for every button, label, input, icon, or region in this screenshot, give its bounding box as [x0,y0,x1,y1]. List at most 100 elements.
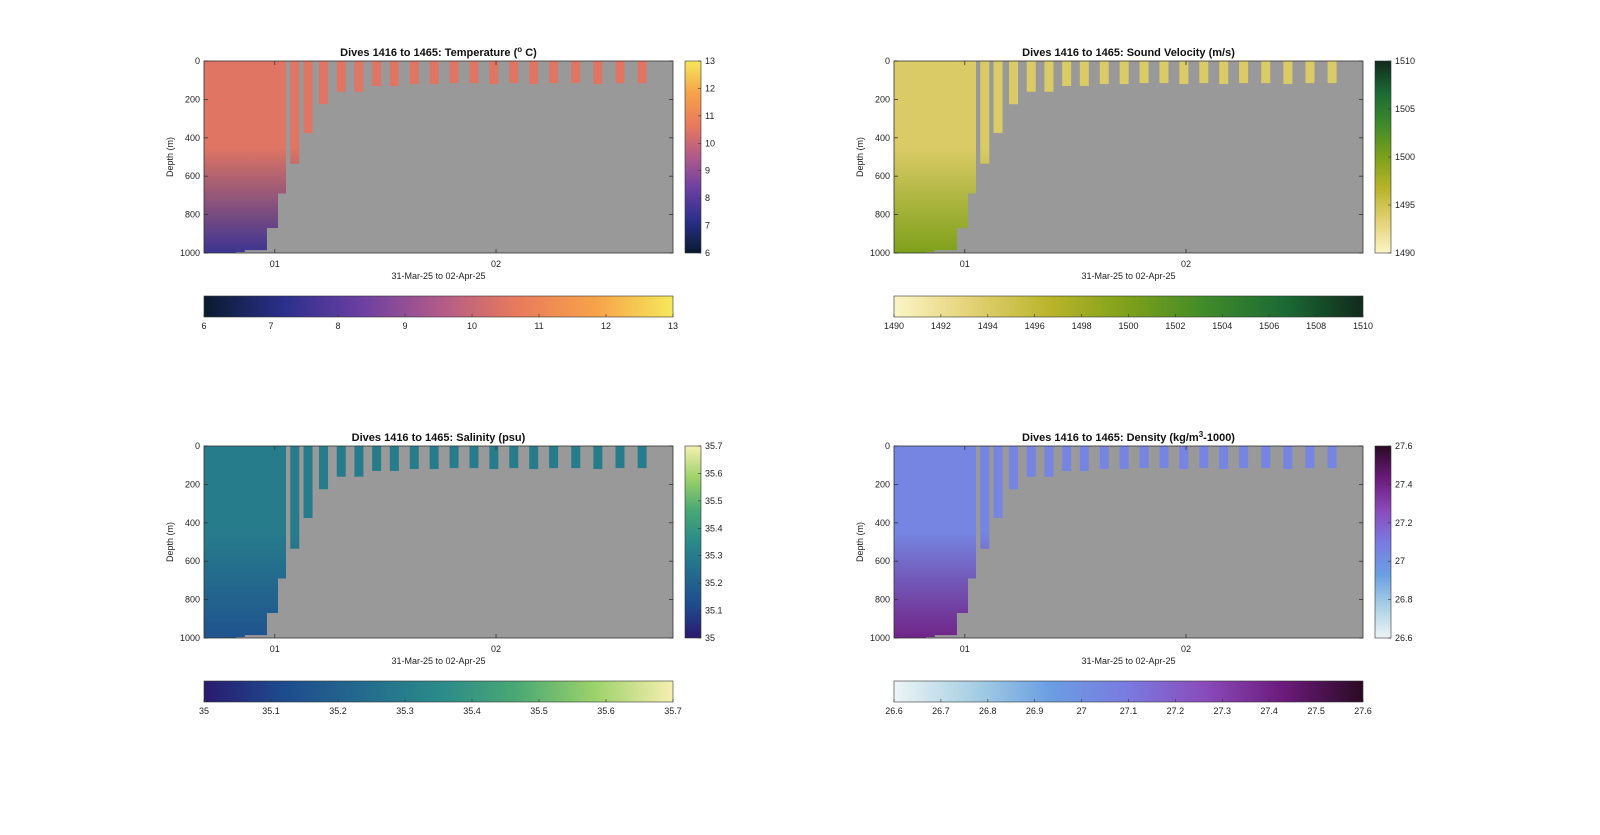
dive-profile-bar [1327,446,1337,469]
colorbar-vertical-label: 35.3 [705,551,723,561]
dive-profile-bar [429,446,439,470]
colorbar-vertical-label: 7 [705,221,710,231]
colorbar-vertical-label: 1500 [1395,152,1415,162]
dive-profile-bar [336,61,346,92]
dive-profile-bar [243,446,256,636]
dive-profile-bar [993,61,1003,133]
dive-profile-bar [469,61,479,84]
chart-title: Dives 1416 to 1465: Temperature (o C) [340,45,537,59]
dive-profile-bar [509,61,519,84]
colorbar-horizontal-label: 1504 [1212,321,1232,331]
dive-profile-bar [1099,446,1109,470]
dive-profile-bar [1239,61,1249,84]
dive-profile-bar [967,446,977,579]
colorbar-horizontal-label: 1496 [1025,321,1045,331]
y-axis-label: Depth (m) [855,522,865,562]
y-axis-label: Depth (m) [855,137,865,177]
colorbar-vertical-label: 35.7 [705,441,723,451]
colorbar-horizontal [893,680,1364,703]
dive-profile-bar [243,61,256,251]
colorbar-vertical-label: 11 [705,111,714,121]
dive-profile-bar [615,446,625,469]
y-tick-label: 200 [875,479,890,489]
dive-profile-bar [319,61,329,105]
y-tick-label: 800 [185,595,200,605]
colorbar-vertical-label: 9 [705,166,710,176]
dive-profile-bar [967,61,977,194]
dive-profile-bar [980,446,990,549]
dive-profile-bar [933,61,946,251]
dive-profile-bar [1079,446,1089,471]
dive-profile-bar [1119,446,1129,470]
y-tick-label: 200 [185,479,200,489]
dive-profile-bar [1179,446,1189,470]
colorbar-horizontal-label: 1498 [1072,321,1092,331]
y-axis-label: Depth (m) [165,522,175,562]
dive-profile-bar [409,446,419,470]
axes-frame [893,60,1364,254]
dive-profile-bar [1283,61,1293,85]
dive-profile-bar [1139,446,1149,469]
chart-panel-density: Dives 1416 to 1465: Density (kg/m3-1000)… [855,430,1413,716]
colorbar-horizontal-label: 1490 [884,321,904,331]
dive-profile-bar [993,446,1003,518]
dive-profile-bar [1199,446,1209,469]
x-axis-label: 31-Mar-25 to 02-Apr-25 [1081,656,1175,666]
dive-profile-bar [549,446,559,469]
dive-profile-bar [1062,446,1072,471]
dive-profile-bar [1079,61,1089,86]
dive-profile-bar [489,61,499,85]
y-tick-label: 800 [185,210,200,220]
y-tick-label: 1000 [870,248,890,258]
dive-profile-bar [204,61,236,253]
dive-profile-bar [944,61,957,251]
y-tick-label: 400 [185,133,200,143]
colorbar-horizontal-label: 26.8 [979,706,997,716]
chart-panel-sound-velocity: Dives 1416 to 1465: Sound Velocity (m/s)… [855,47,1415,331]
colorbar-horizontal-label: 1508 [1306,321,1326,331]
dive-profile-bar [571,446,581,469]
colorbar-horizontal-label: 35.7 [664,706,682,716]
colorbar-vertical-label: 35 [705,633,715,643]
colorbar-horizontal-label: 26.7 [932,706,950,716]
dive-profile-bar [265,446,279,614]
colorbar-vertical-label: 13 [705,56,715,66]
colorbar-horizontal-label: 13 [668,321,678,331]
dive-profile-bar [429,61,439,85]
y-tick-label: 600 [185,556,200,566]
colorbar-vertical-label: 35.1 [705,606,723,616]
colorbar-horizontal-label: 27.5 [1307,706,1325,716]
dive-profile-bar [354,446,364,477]
x-tick-label: 01 [960,644,970,654]
dive-profile-bar [615,61,625,84]
colorbar-horizontal-label: 9 [402,321,407,331]
dive-profile-bar [1009,446,1019,490]
dive-profile-bar [1044,61,1054,92]
y-tick-label: 400 [185,518,200,528]
dive-profile-bar [372,61,382,86]
dive-profile-bar [1199,61,1209,84]
colorbar-vertical-label: 12 [705,83,715,93]
dive-profile-bar [1159,61,1169,84]
colorbar-horizontal-label: 10 [467,321,477,331]
dive-profile-bar [277,446,287,579]
y-tick-label: 600 [875,171,890,181]
colorbar-horizontal-label: 27.4 [1260,706,1278,716]
dive-profile-bar [1219,446,1229,470]
colorbar-vertical-label: 27 [1395,556,1405,566]
colorbar-vertical-label: 26.6 [1395,633,1413,643]
dive-profile-bar [1219,61,1229,85]
dive-profile-bar [1044,446,1054,477]
colorbar-vertical-label: 27.4 [1395,479,1413,489]
colorbar-horizontal-label: 35.5 [530,706,548,716]
dive-profile-bar [290,61,300,164]
y-tick-label: 800 [875,210,890,220]
colorbar-vertical-label: 8 [705,193,710,203]
colorbar-horizontal-label: 7 [268,321,273,331]
colorbar-vertical-label: 35.6 [705,468,723,478]
colorbar-vertical-label: 27.2 [1395,518,1413,528]
x-axis-label: 31-Mar-25 to 02-Apr-25 [391,656,485,666]
dive-profile-bar [489,446,499,470]
colorbar-horizontal-label: 12 [601,321,611,331]
y-tick-label: 0 [885,441,890,451]
